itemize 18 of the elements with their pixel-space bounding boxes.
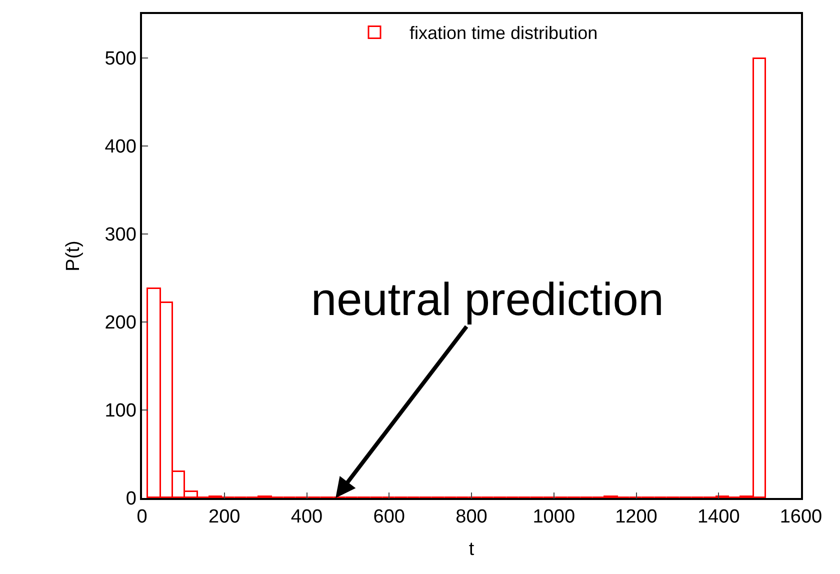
x-tick-label: 200: [208, 506, 240, 528]
x-tick-label: 400: [290, 506, 323, 528]
legend-label: fixation time distribution: [410, 23, 598, 44]
x-tick-label: 1600: [780, 506, 822, 528]
y-axis-title: P(t): [63, 240, 84, 272]
y-tick-label: 500: [104, 48, 136, 70]
y-tick-label: 0: [126, 488, 136, 510]
y-tick-label: 400: [104, 136, 136, 158]
x-tick-label: 1000: [532, 506, 576, 528]
y-tick-label: 200: [104, 312, 136, 334]
x-tick-label: 800: [456, 506, 488, 528]
annotation: neutral prediction: [311, 273, 664, 325]
x-tick-label: 1200: [615, 506, 658, 528]
x-tick-label: 600: [373, 506, 405, 528]
y-tick-label: 300: [104, 224, 136, 246]
y-tick-label: 100: [104, 400, 136, 422]
x-axis-title: t: [468, 538, 475, 560]
x-tick-label: 1400: [697, 506, 740, 528]
